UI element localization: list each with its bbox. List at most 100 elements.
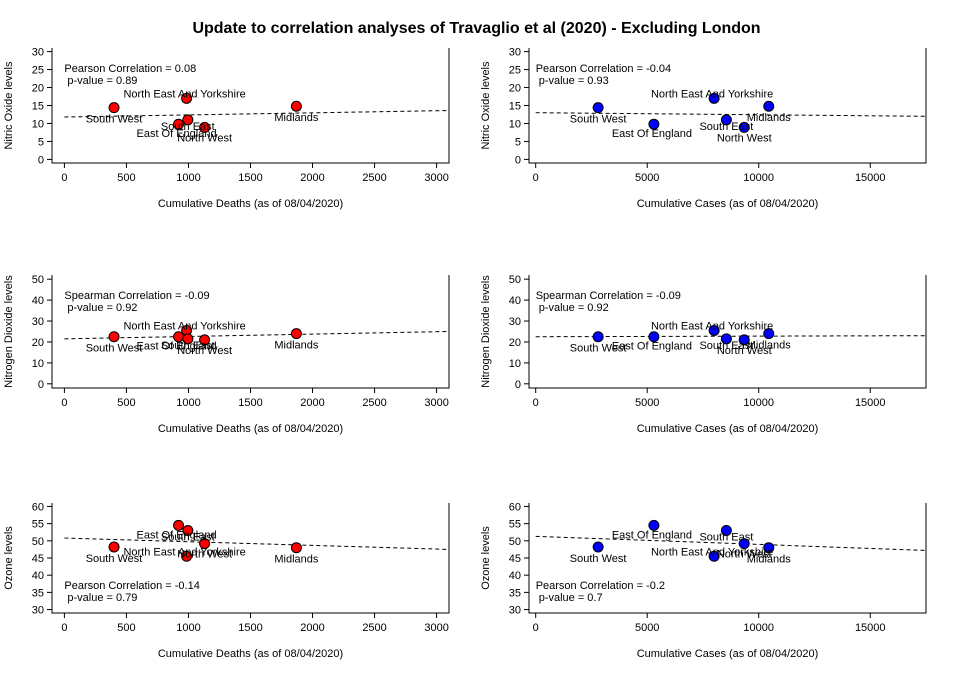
data-point <box>182 525 194 536</box>
regression-line <box>64 331 450 340</box>
y-tick-label: 20 <box>509 83 521 95</box>
data-point <box>290 542 302 554</box>
y-tick-label: 60 <box>509 501 521 513</box>
point-label: North West <box>177 549 232 561</box>
y-tick-label: 35 <box>32 587 44 599</box>
x-tick-label: 2500 <box>362 397 386 409</box>
y-tick-label: 40 <box>509 295 521 307</box>
p-value-text: p-value = 0.92 <box>539 302 609 314</box>
x-tick-label: 500 <box>117 622 135 634</box>
x-tick-label: 1500 <box>238 622 262 634</box>
data-point <box>182 333 194 345</box>
data-point <box>182 114 194 126</box>
y-tick-label: 0 <box>515 154 521 166</box>
y-tick-label: 20 <box>32 337 44 349</box>
x-tick-label: 10000 <box>743 622 774 634</box>
y-tick-label: 55 <box>32 519 44 531</box>
y-tick-label: 0 <box>38 154 44 166</box>
data-point <box>763 100 775 112</box>
y-tick-label: 45 <box>32 553 44 565</box>
point-label: Midlands <box>274 340 319 352</box>
data-point <box>763 328 775 340</box>
y-tick-label: 55 <box>509 519 521 531</box>
x-tick-label: 1500 <box>238 172 262 184</box>
x-axis-label: Cumulative Cases (as of 08/04/2020) <box>637 648 819 660</box>
point-label: South West <box>86 114 143 126</box>
y-tick-label: 0 <box>38 379 44 391</box>
data-point <box>108 102 120 114</box>
data-point <box>173 118 185 130</box>
point-label: Midlands <box>747 554 792 566</box>
point-label: East Of England <box>612 128 692 140</box>
y-tick-label: 30 <box>32 605 44 617</box>
point-label: East Of England <box>612 529 692 541</box>
point-label: North West <box>717 549 772 561</box>
x-tick-label: 15000 <box>855 172 886 184</box>
data-point <box>199 538 211 550</box>
data-point <box>708 550 720 562</box>
data-point <box>181 92 193 104</box>
point-label: North West <box>717 132 772 144</box>
correlation-text: Pearson Correlation = -0.14 <box>64 580 199 592</box>
data-point <box>648 519 660 531</box>
y-tick-label: 15 <box>32 101 44 113</box>
y-tick-label: 45 <box>509 553 521 565</box>
point-label: South East <box>161 532 215 544</box>
x-tick-label: 15000 <box>855 397 886 409</box>
y-tick-label: 40 <box>32 295 44 307</box>
data-point <box>720 525 732 536</box>
y-tick-label: 35 <box>509 587 521 599</box>
point-label: East Of England <box>612 341 692 353</box>
correlation-text: Pearson Correlation = -0.2 <box>536 580 665 592</box>
point-label: Midlands <box>274 554 319 566</box>
y-tick-label: 40 <box>32 570 44 582</box>
data-point <box>708 92 720 104</box>
point-label: North East And Yorkshire <box>123 88 245 100</box>
x-tick-label: 10000 <box>743 172 774 184</box>
p-value-text: p-value = 0.92 <box>67 302 137 314</box>
y-tick-label: 50 <box>509 274 521 286</box>
y-tick-label: 25 <box>509 65 521 77</box>
x-tick-label: 0 <box>61 622 67 634</box>
x-tick-label: 0 <box>533 172 539 184</box>
data-point <box>290 100 302 112</box>
p-value-text: p-value = 0.79 <box>67 592 137 604</box>
x-tick-label: 1000 <box>176 397 200 409</box>
y-tick-label: 10 <box>32 118 44 130</box>
y-tick-label: 10 <box>32 358 44 370</box>
y-axis-label: Nitric Oxide levels <box>480 61 492 150</box>
y-tick-label: 30 <box>509 316 521 328</box>
data-point <box>108 331 120 343</box>
x-tick-label: 10000 <box>743 397 774 409</box>
point-label: South East <box>161 340 215 352</box>
regression-line <box>64 537 450 550</box>
y-tick-label: 10 <box>509 118 521 130</box>
p-value-text: p-value = 0.89 <box>67 75 137 87</box>
x-tick-label: 1000 <box>176 622 200 634</box>
data-point <box>592 541 604 553</box>
data-point <box>173 519 185 531</box>
point-label: North West <box>177 132 232 144</box>
point-label: Midlands <box>747 112 792 124</box>
x-tick-label: 1000 <box>176 172 200 184</box>
y-tick-label: 30 <box>32 316 44 328</box>
x-axis-label: Cumulative Deaths (as of 08/04/2020) <box>158 648 343 660</box>
x-tick-label: 2500 <box>362 172 386 184</box>
data-point <box>199 334 211 346</box>
data-point <box>648 118 660 130</box>
data-point <box>290 328 302 340</box>
point-label: Midlands <box>274 112 319 124</box>
y-tick-label: 50 <box>509 536 521 548</box>
point-label: Midlands <box>747 340 792 352</box>
point-label: North West <box>177 345 232 357</box>
y-tick-label: 5 <box>515 136 521 148</box>
point-label: South West <box>86 343 143 355</box>
plot-frame <box>528 275 927 389</box>
data-point <box>108 541 120 553</box>
y-tick-label: 30 <box>509 47 521 59</box>
